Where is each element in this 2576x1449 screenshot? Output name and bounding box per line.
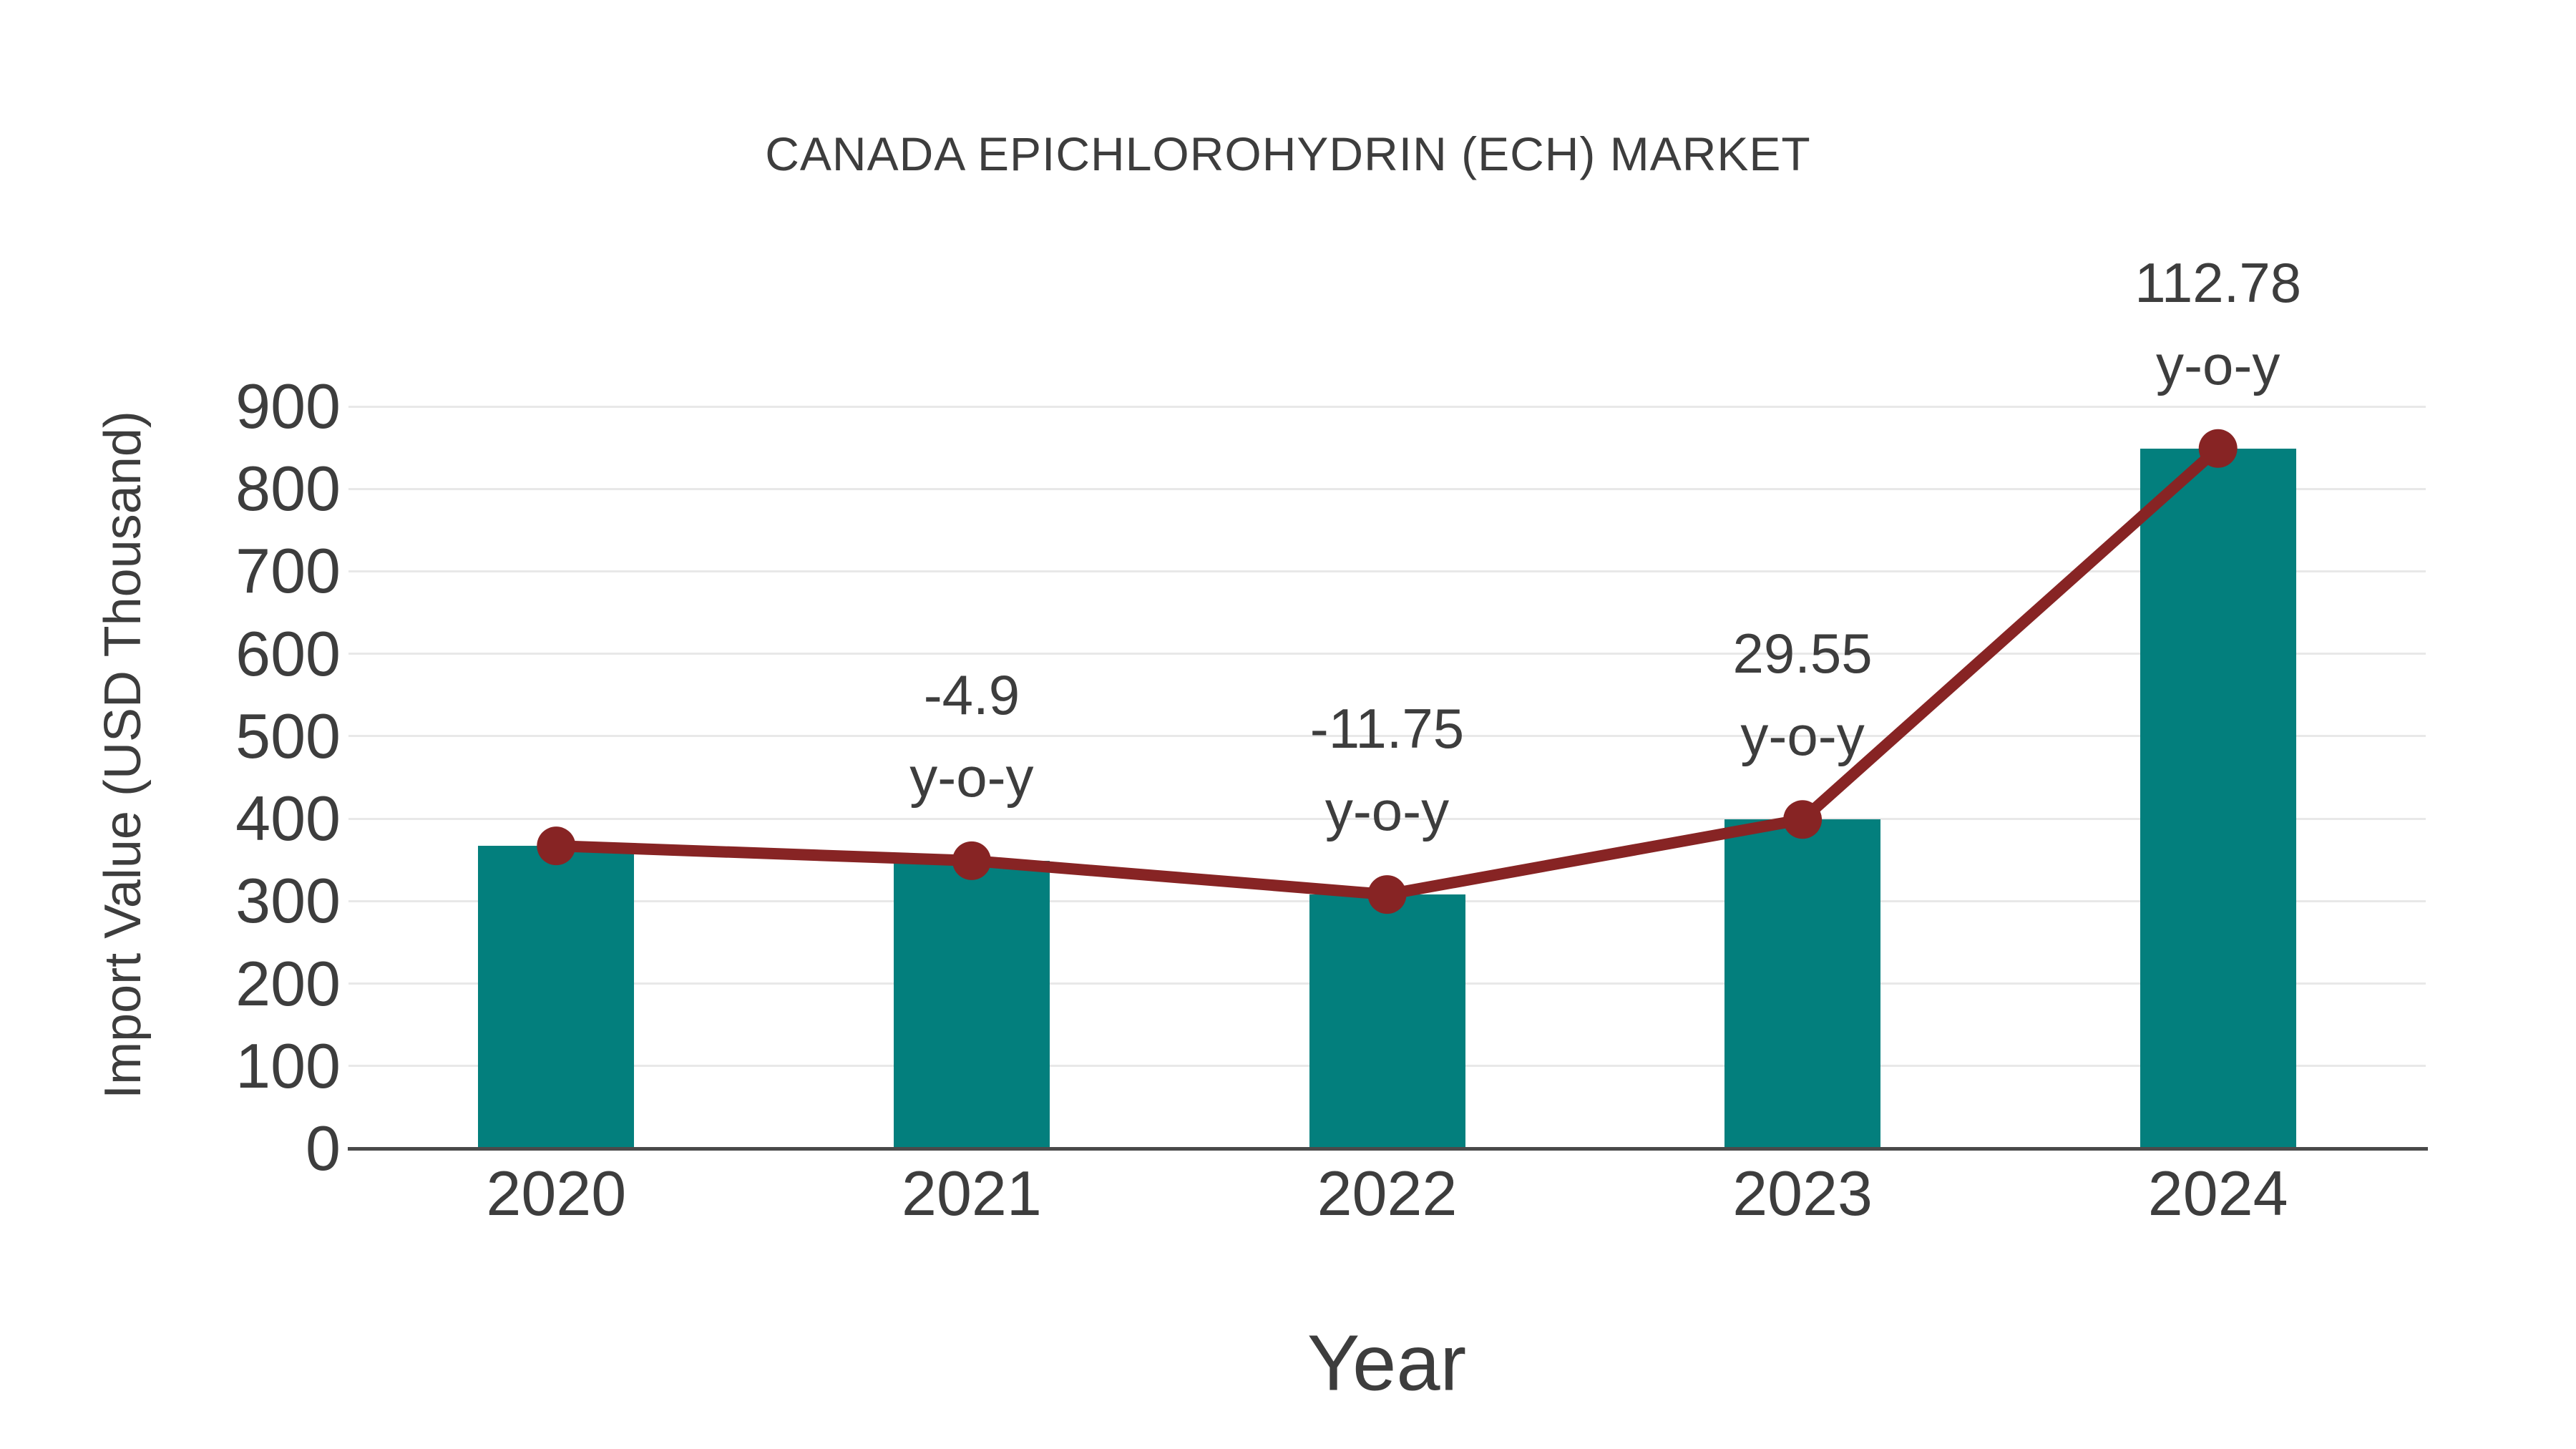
gridline-800 xyxy=(348,487,2426,490)
annotation-suffix-2023: y-o-y xyxy=(1740,704,1865,768)
annotation-suffix-2022: y-o-y xyxy=(1324,779,1450,843)
x-tick-label-2020: 2020 xyxy=(486,1158,627,1229)
y-tick-label-400: 400 xyxy=(235,783,341,854)
x-tick-label-2021: 2021 xyxy=(902,1158,1042,1229)
bar-2023 xyxy=(1724,819,1881,1148)
y-tick-label-200: 200 xyxy=(235,947,341,1019)
annotation-suffix-2021: y-o-y xyxy=(909,745,1034,809)
gridline-600 xyxy=(348,653,2426,655)
x-axis-line xyxy=(348,1147,2428,1151)
trend-marker-2021 xyxy=(952,841,991,880)
bar-2024 xyxy=(2140,448,2296,1148)
trend-marker-2023 xyxy=(1783,800,1823,839)
chart-title: CANADA EPICHLOROHYDRIN (ECH) MARKET xyxy=(765,127,1811,180)
annotation-value-2021: -4.9 xyxy=(923,663,1020,726)
gridline-900 xyxy=(348,405,2426,408)
gridline-500 xyxy=(348,735,2426,738)
bar-2021 xyxy=(893,860,1050,1148)
y-tick-label-300: 300 xyxy=(235,865,341,937)
y-tick-label-900: 900 xyxy=(235,371,341,442)
annotation-value-2024: 112.78 xyxy=(2135,250,2302,314)
gridline-400 xyxy=(348,817,2426,820)
y-tick-label-600: 600 xyxy=(235,618,341,689)
y-tick-label-800: 800 xyxy=(235,453,341,525)
annotation-suffix-2024: y-o-y xyxy=(2156,333,2280,396)
y-tick-label-0: 0 xyxy=(306,1113,341,1184)
annotation-value-2023: 29.55 xyxy=(1732,622,1873,686)
x-tick-label-2022: 2022 xyxy=(1317,1158,1458,1229)
trend-marker-2024 xyxy=(2198,429,2238,468)
bar-2020 xyxy=(478,846,635,1148)
trend-marker-2020 xyxy=(537,826,576,866)
y-tick-label-500: 500 xyxy=(235,700,341,771)
x-axis-title: Year xyxy=(1307,1319,1467,1407)
gridline-700 xyxy=(348,570,2426,572)
y-tick-label-700: 700 xyxy=(235,535,341,607)
x-tick-label-2024: 2024 xyxy=(2147,1158,2288,1229)
bar-2022 xyxy=(1309,894,1465,1148)
trend-marker-2022 xyxy=(1367,875,1407,914)
y-tick-label-100: 100 xyxy=(235,1030,341,1101)
annotation-value-2022: -11.75 xyxy=(1309,697,1465,761)
x-tick-label-2023: 2023 xyxy=(1732,1158,1873,1229)
